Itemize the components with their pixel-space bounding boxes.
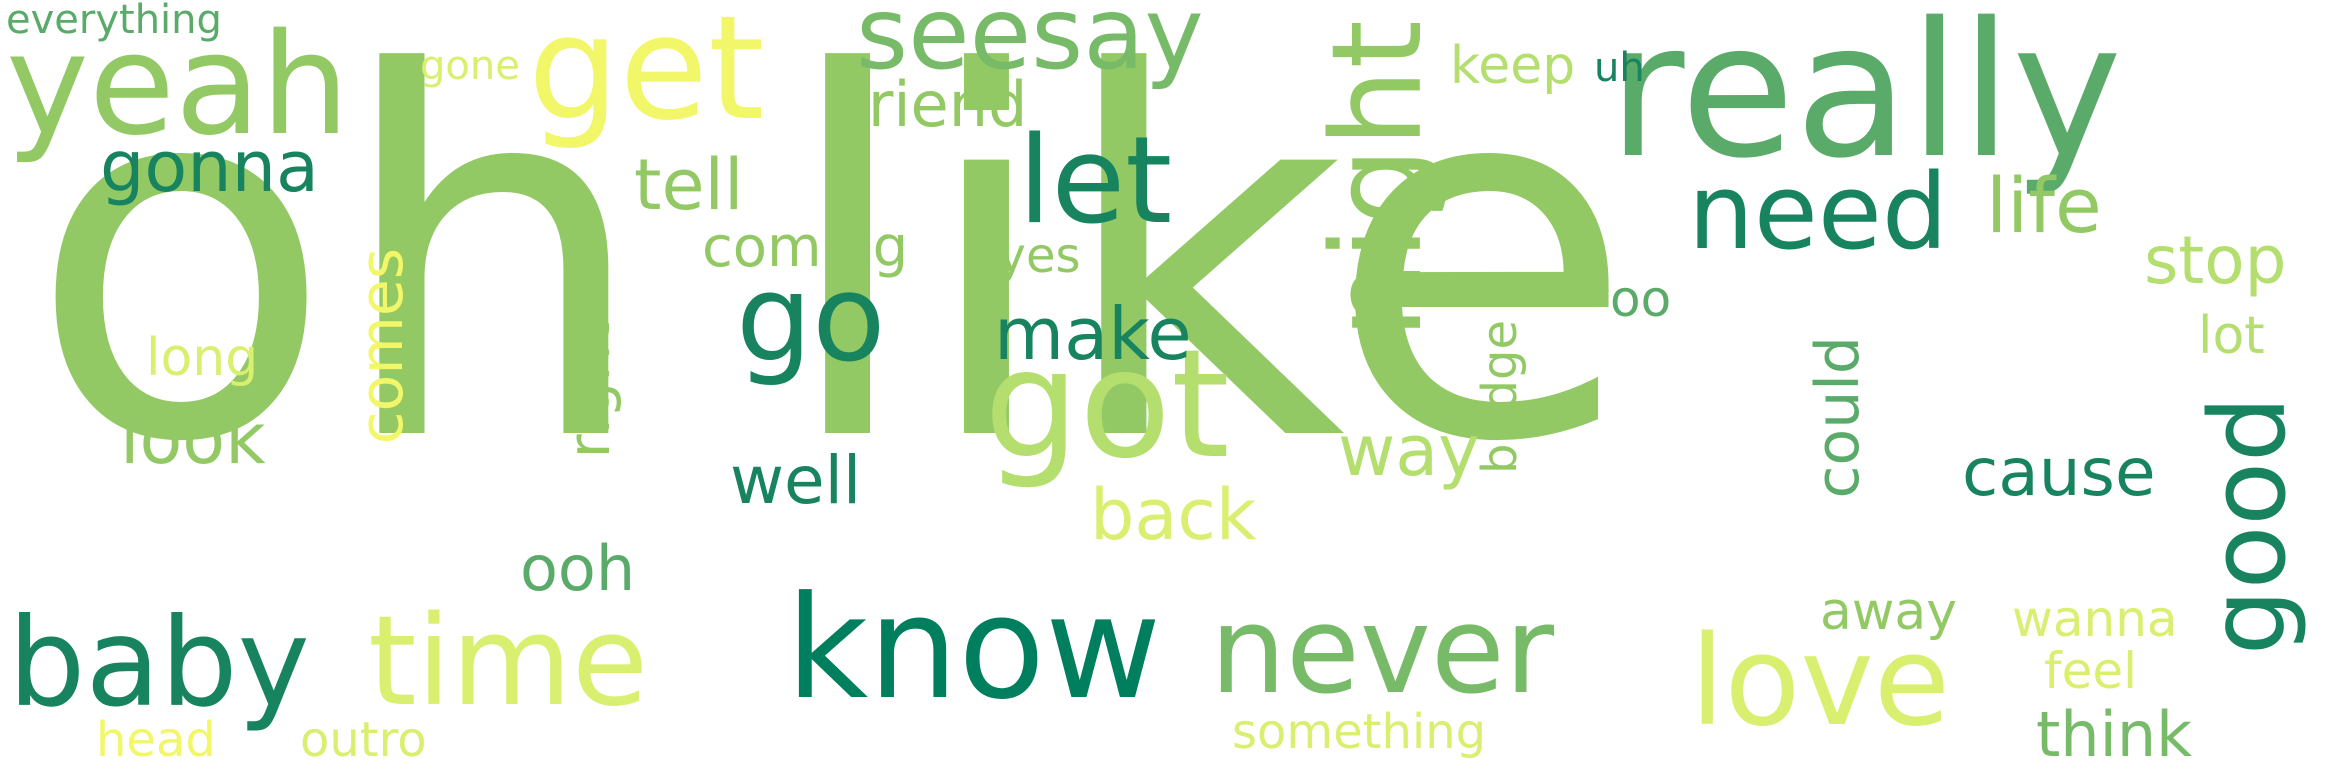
word-really: really [1608, 0, 2123, 199]
word-oo: oo [1610, 270, 1672, 328]
word-outro: outro [300, 712, 427, 768]
word-comes: comes [347, 248, 417, 445]
word-love: love [1690, 610, 1950, 754]
word-could: could [1803, 336, 1873, 499]
word-baby: baby [8, 592, 310, 734]
word-way: way [1338, 410, 1480, 492]
word-eyes: eyes [968, 228, 1081, 284]
word-make: make [994, 292, 1192, 376]
word-everything: everything [6, 0, 222, 43]
word-uh: uh [1594, 45, 1645, 91]
word-stop: stop [2144, 222, 2287, 299]
word-wanna: wanna [2012, 590, 2178, 648]
word-get: get [528, 0, 765, 152]
word-feel: feel [2044, 642, 2138, 700]
word-head: head [96, 712, 216, 768]
word-gonna: gonna [100, 126, 319, 208]
word-time: time [368, 590, 649, 734]
word-something: something [1232, 704, 1487, 760]
word-night: night [1306, 20, 1450, 339]
word-seesay: seesay [856, 0, 1204, 92]
word-think: think [2036, 698, 2193, 771]
word-yeah: yeah [6, 4, 350, 167]
word-like: like [778, 0, 1636, 551]
word-well: well [730, 442, 862, 519]
word-coming: coming [702, 215, 909, 280]
word-oh: oh [28, 0, 651, 551]
word-bridge: bridge [1472, 320, 1528, 475]
word-let: let [1018, 112, 1173, 251]
word-lot: lot [2198, 306, 2265, 366]
word-back: back [1090, 474, 1257, 556]
word-gone: gone [420, 43, 520, 89]
word-ooh: ooh [520, 532, 636, 605]
word-got: got [984, 318, 1230, 492]
word-go: go [736, 250, 886, 389]
word-keep: keep [1450, 36, 1576, 96]
word-cause: cause [1962, 434, 2156, 511]
word-good: good [2187, 396, 2309, 656]
word-friend: friend [846, 68, 1028, 141]
word-right: right [555, 322, 623, 459]
word-know: know [786, 566, 1162, 731]
word-tell: tell [634, 144, 744, 226]
word-away: away [1820, 582, 1958, 642]
word-need: need [1688, 151, 1948, 273]
word-life: life [1986, 161, 2102, 250]
word-never: never [1210, 582, 1555, 721]
word-look: look [120, 398, 266, 480]
word-long: long [146, 328, 259, 388]
